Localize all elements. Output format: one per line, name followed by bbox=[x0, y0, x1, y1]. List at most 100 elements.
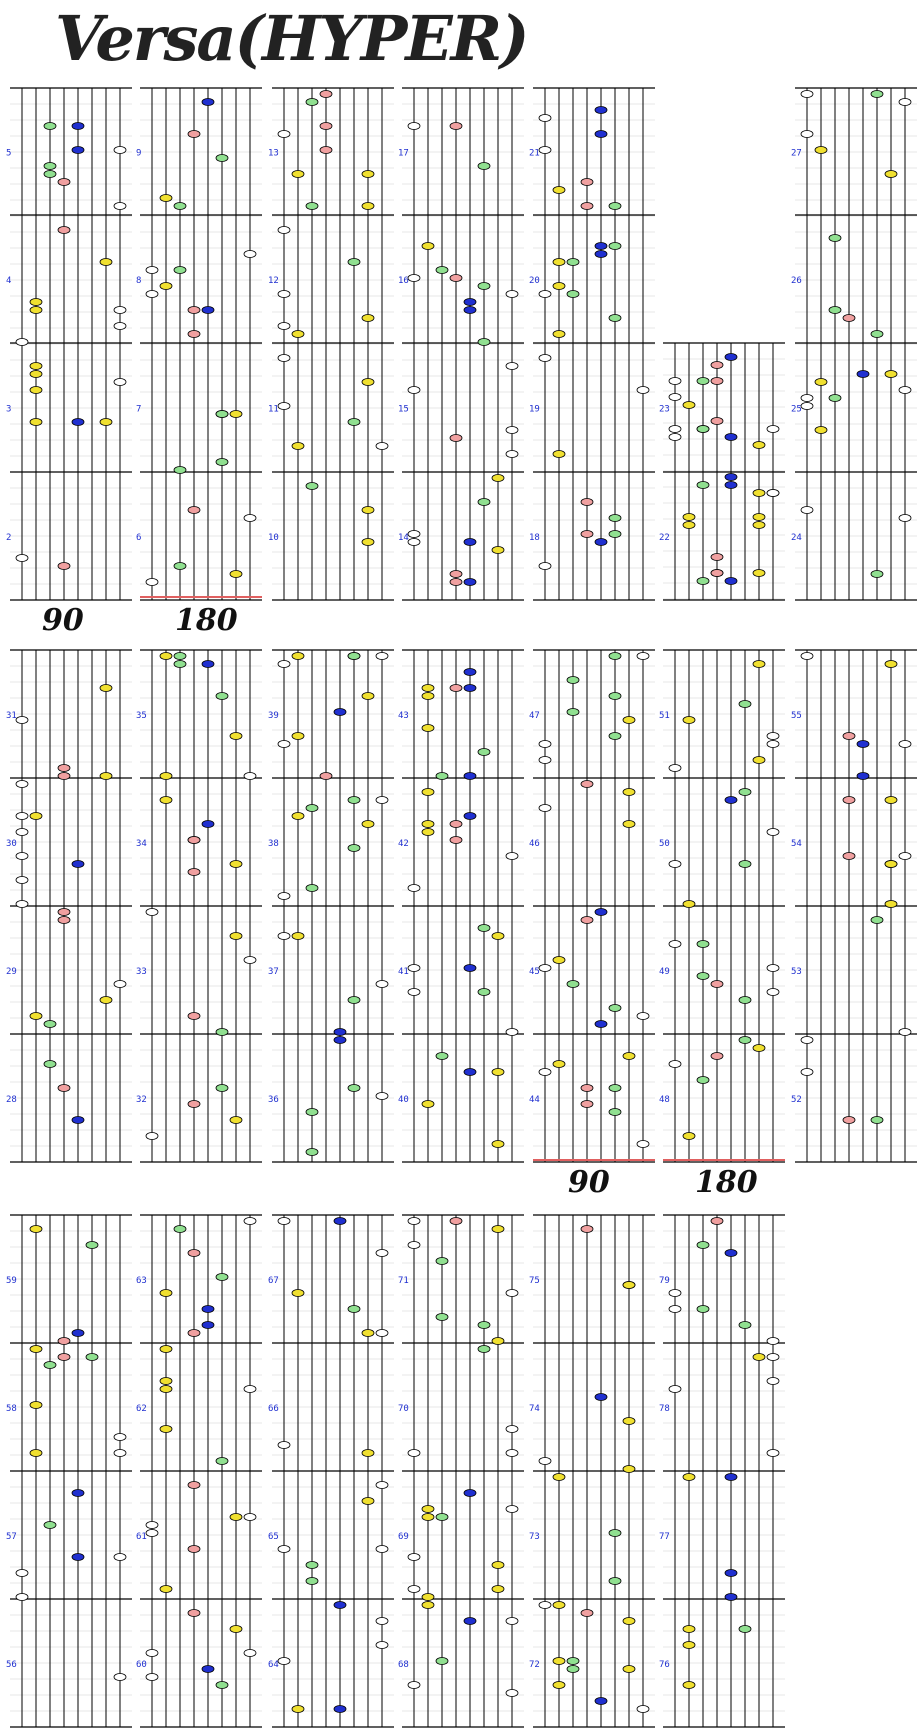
note-white bbox=[407, 1241, 421, 1249]
note-pink bbox=[580, 530, 594, 538]
measure-number: 43 bbox=[398, 711, 409, 721]
measure-number: 14 bbox=[398, 533, 409, 543]
note-white bbox=[407, 386, 421, 394]
note-white bbox=[505, 1617, 519, 1625]
speed-label-4: 180 bbox=[695, 1165, 758, 1200]
note-pink bbox=[580, 1100, 594, 1108]
note-yellow bbox=[229, 932, 243, 940]
note-blue bbox=[463, 1068, 477, 1076]
note-white bbox=[636, 1140, 650, 1148]
note-green bbox=[85, 1241, 99, 1249]
note-blue bbox=[201, 820, 215, 828]
note-green bbox=[696, 1076, 710, 1084]
note-yellow bbox=[552, 1473, 566, 1481]
note-white bbox=[375, 1092, 389, 1100]
note-white bbox=[145, 908, 159, 916]
note-green bbox=[608, 1084, 622, 1092]
note-yellow bbox=[159, 796, 173, 804]
note-pink bbox=[57, 226, 71, 234]
note-yellow bbox=[491, 1140, 505, 1148]
note-white bbox=[407, 1449, 421, 1457]
note-green bbox=[738, 1321, 752, 1329]
note-blue bbox=[724, 353, 738, 361]
note-yellow bbox=[622, 1281, 636, 1289]
note-green bbox=[173, 652, 187, 660]
note-yellow bbox=[491, 1225, 505, 1233]
measure-number: 74 bbox=[529, 1404, 540, 1414]
note-yellow bbox=[291, 932, 305, 940]
note-white bbox=[636, 1012, 650, 1020]
measure-number: 3 bbox=[6, 405, 11, 415]
note-green bbox=[435, 1657, 449, 1665]
note-green bbox=[696, 972, 710, 980]
note-green bbox=[738, 788, 752, 796]
note-yellow bbox=[361, 1449, 375, 1457]
note-pink bbox=[842, 732, 856, 740]
note-yellow bbox=[229, 1116, 243, 1124]
measure-number: 39 bbox=[268, 711, 279, 721]
note-green bbox=[870, 330, 884, 338]
measure-number: 52 bbox=[791, 1095, 802, 1105]
note-white bbox=[277, 892, 291, 900]
note-white bbox=[800, 652, 814, 660]
note-white bbox=[375, 1481, 389, 1489]
note-green bbox=[608, 652, 622, 660]
note-blue bbox=[463, 298, 477, 306]
note-yellow bbox=[361, 820, 375, 828]
note-yellow bbox=[29, 306, 43, 314]
note-yellow bbox=[29, 418, 43, 426]
note-yellow bbox=[29, 386, 43, 394]
note-yellow bbox=[491, 1585, 505, 1593]
note-white bbox=[668, 764, 682, 772]
note-white bbox=[800, 1036, 814, 1044]
note-blue bbox=[71, 418, 85, 426]
note-yellow bbox=[361, 378, 375, 386]
measure-number: 19 bbox=[529, 405, 540, 415]
note-pink bbox=[580, 178, 594, 186]
note-white bbox=[145, 1529, 159, 1537]
note-green bbox=[738, 1625, 752, 1633]
note-white bbox=[505, 1028, 519, 1036]
note-blue bbox=[856, 772, 870, 780]
measure-number: 79 bbox=[659, 1276, 670, 1286]
note-blue bbox=[333, 1036, 347, 1044]
measure-number: 16 bbox=[398, 276, 409, 286]
note-yellow bbox=[291, 652, 305, 660]
note-green bbox=[566, 290, 580, 298]
note-blue bbox=[201, 1305, 215, 1313]
note-white bbox=[145, 578, 159, 586]
chart-title: Versa(HYPER) bbox=[55, 2, 530, 75]
note-blue bbox=[724, 481, 738, 489]
note-pink bbox=[842, 314, 856, 322]
note-yellow bbox=[29, 1401, 43, 1409]
note-white bbox=[898, 386, 912, 394]
measure-number: 70 bbox=[398, 1404, 409, 1414]
note-pink bbox=[710, 1217, 724, 1225]
note-white bbox=[145, 290, 159, 298]
measure-number: 59 bbox=[6, 1276, 17, 1286]
note-white bbox=[113, 1449, 127, 1457]
note-yellow bbox=[291, 812, 305, 820]
note-white bbox=[800, 90, 814, 98]
note-green bbox=[696, 1241, 710, 1249]
note-yellow bbox=[421, 242, 435, 250]
note-green bbox=[305, 884, 319, 892]
note-blue bbox=[724, 1593, 738, 1601]
note-yellow bbox=[884, 796, 898, 804]
measure-number: 63 bbox=[136, 1276, 147, 1286]
note-yellow bbox=[682, 900, 696, 908]
note-blue bbox=[71, 122, 85, 130]
measure-number: 53 bbox=[791, 967, 802, 977]
note-white bbox=[407, 274, 421, 282]
note-green bbox=[738, 1036, 752, 1044]
note-pink bbox=[187, 506, 201, 514]
note-pink bbox=[319, 122, 333, 130]
measure-number: 58 bbox=[6, 1404, 17, 1414]
note-yellow bbox=[682, 401, 696, 409]
note-yellow bbox=[552, 1601, 566, 1609]
note-blue bbox=[333, 708, 347, 716]
note-yellow bbox=[421, 1593, 435, 1601]
note-white bbox=[113, 378, 127, 386]
measure-number: 13 bbox=[268, 149, 279, 159]
note-green bbox=[608, 732, 622, 740]
